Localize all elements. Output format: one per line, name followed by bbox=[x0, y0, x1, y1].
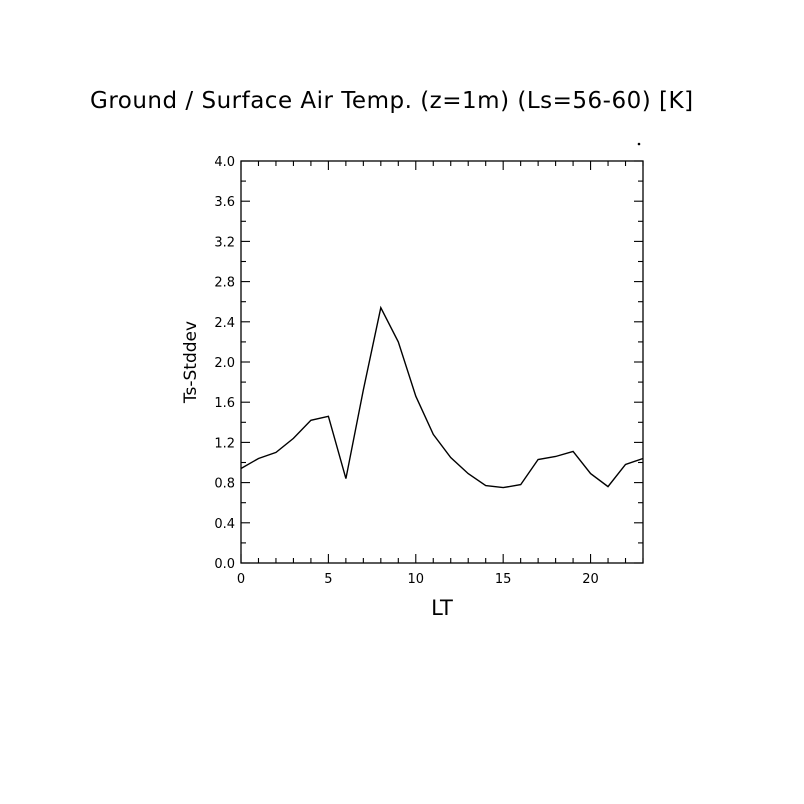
y-tick-label: 1.6 bbox=[214, 396, 235, 411]
y-tick-label: 2.0 bbox=[214, 356, 235, 371]
y-axis-label: Ts-Stddev bbox=[181, 321, 201, 404]
x-axis-label: LT bbox=[431, 596, 453, 620]
y-tick-label: 1.2 bbox=[214, 436, 235, 451]
corner-dot bbox=[637, 142, 641, 146]
y-tick-label: 2.8 bbox=[214, 276, 235, 291]
series-line bbox=[240, 305, 644, 489]
y-tick-label: 0.4 bbox=[214, 517, 235, 532]
y-tick-label: 2.4 bbox=[214, 316, 235, 331]
tick-labels: 0 5 10 15 20 0.0 0.4 0.8 1.2 1.6 2.0 2.4 2.8 3.2 3.6 4.… bbox=[214, 155, 599, 587]
x-tick-label: 15 bbox=[495, 572, 512, 587]
x-tick-label: 20 bbox=[582, 572, 599, 587]
chart-title: Ground / Surface Air Temp. (z=1m) (Ls=56… bbox=[90, 88, 694, 114]
y-tick-label: 4.0 bbox=[214, 155, 235, 170]
y-tick-label: 3.6 bbox=[214, 195, 235, 210]
x-tick-label: 10 bbox=[408, 572, 425, 587]
plot-frame bbox=[240, 160, 644, 564]
minor-ticks bbox=[241, 161, 644, 563]
x-tick-label: 0 bbox=[237, 572, 245, 587]
x-tick-label: 5 bbox=[324, 572, 332, 587]
y-tick-label: 0.8 bbox=[214, 477, 235, 492]
y-tick-label: 3.2 bbox=[214, 235, 235, 250]
y-tick-label: 0.0 bbox=[214, 557, 235, 572]
major-ticks bbox=[240, 160, 643, 564]
